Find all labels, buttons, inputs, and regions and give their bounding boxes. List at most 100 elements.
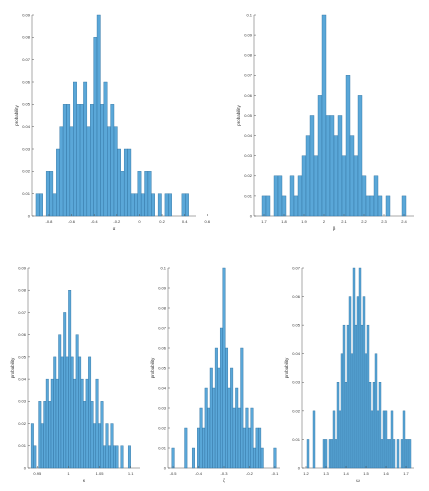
histogram-bar bbox=[337, 115, 343, 217]
histogram-bar bbox=[336, 382, 340, 469]
y-tick-label: 0.02 bbox=[22, 169, 31, 174]
histogram-bar bbox=[75, 334, 79, 469]
y-tick-label: 0.01 bbox=[18, 443, 27, 448]
y-tick-label: 0.05 bbox=[22, 102, 31, 107]
y-axis-label: probability bbox=[14, 104, 19, 125]
y-tick-label: 0.04 bbox=[18, 377, 27, 382]
histogram-bar bbox=[164, 193, 169, 217]
x-tick-label: 1.7 bbox=[261, 219, 267, 224]
histogram-bar bbox=[345, 75, 351, 217]
histogram-bar bbox=[117, 148, 121, 217]
y-tick-label: 0.03 bbox=[18, 399, 27, 404]
histogram-bar bbox=[76, 104, 81, 217]
histogram-bar bbox=[357, 95, 363, 217]
histogram-bar bbox=[333, 135, 339, 217]
histogram-bar bbox=[181, 193, 186, 217]
x-axis-label: α bbox=[113, 226, 116, 231]
histogram-bar bbox=[45, 378, 49, 469]
histogram-bar bbox=[100, 104, 105, 217]
histogram-bar bbox=[265, 195, 271, 217]
histogram-bar bbox=[73, 378, 77, 469]
histogram-bar bbox=[202, 427, 206, 469]
histogram-bar bbox=[325, 115, 331, 217]
y-tick-label: 0.09 bbox=[18, 265, 27, 270]
histogram-bar bbox=[354, 324, 358, 469]
y-tick-label: 0.02 bbox=[158, 425, 167, 430]
histogram-bar bbox=[127, 445, 131, 469]
x-tick-label: 1.4 bbox=[343, 471, 349, 476]
histogram-bar bbox=[70, 356, 74, 469]
y-tick-label: 0.02 bbox=[292, 408, 301, 413]
y-tick-label: 0.04 bbox=[292, 351, 301, 356]
y-tick-label: 0.06 bbox=[158, 345, 167, 350]
x-axis-label: β bbox=[333, 226, 336, 231]
y-tick-label: 0.03 bbox=[292, 380, 301, 385]
x-tick-label: 0.4 bbox=[182, 219, 188, 224]
histogram-bar bbox=[134, 193, 138, 217]
histogram-bar bbox=[281, 195, 287, 217]
histogram-bar bbox=[48, 401, 52, 469]
histogram-bar bbox=[73, 81, 77, 217]
histogram-bar bbox=[230, 367, 234, 469]
y-tick-label: 0.01 bbox=[244, 193, 253, 198]
histogram-bar bbox=[261, 195, 267, 217]
histogram-bar bbox=[222, 267, 226, 469]
histogram-bar bbox=[401, 195, 407, 217]
histogram-bar bbox=[38, 401, 42, 469]
x-tick-label: -0.2 bbox=[113, 219, 121, 224]
histogram-bar bbox=[346, 324, 350, 469]
histogram-bar bbox=[103, 445, 106, 469]
x-tick-label: -0.8 bbox=[46, 219, 54, 224]
y-tick-label: 0.07 bbox=[158, 325, 167, 330]
histogram-bar bbox=[140, 193, 145, 217]
histogram-bar bbox=[197, 427, 201, 469]
histogram-bar bbox=[184, 427, 188, 469]
y-tick-label: 0.03 bbox=[244, 153, 253, 158]
histogram-bar bbox=[56, 148, 60, 217]
histogram-bar bbox=[253, 447, 257, 469]
histogram-bar bbox=[384, 410, 388, 469]
histogram-bar bbox=[127, 148, 132, 217]
chart-4: 0 0.01 0.02 0.03 0.04 0.05 0.06 0.07 0.08 0.09 0.1… bbox=[150, 265, 280, 483]
x-tick-label: 0.95 bbox=[33, 471, 42, 476]
histogram-bar bbox=[68, 290, 72, 469]
histogram-bar bbox=[110, 104, 115, 217]
histogram-bar bbox=[66, 104, 71, 217]
histogram-bar bbox=[360, 324, 364, 469]
y-tick-label: 0 bbox=[164, 465, 167, 470]
histogram-bar bbox=[62, 104, 67, 217]
histogram-bar bbox=[404, 439, 408, 469]
y-tick-label: 0.09 bbox=[158, 285, 167, 290]
histogram-bar bbox=[377, 195, 383, 217]
histogram-bar bbox=[242, 427, 246, 469]
histogram-bar bbox=[88, 356, 92, 469]
x-tick-label: -0.1 bbox=[271, 471, 279, 476]
x-tick-label: 0.6 bbox=[205, 219, 211, 224]
histogram-bar bbox=[86, 126, 91, 217]
histogram-bar bbox=[273, 175, 279, 217]
histogram-bar bbox=[80, 378, 84, 469]
chart-5: 0 0.01 0.02 0.03 0.04 0.05 0.06 0.07 1.2 1.3 1.4 1.… bbox=[284, 265, 414, 483]
histogram-bar bbox=[402, 410, 406, 469]
y-tick-label: 0.04 bbox=[22, 124, 31, 129]
histogram-bar bbox=[151, 193, 155, 217]
histogram-bar bbox=[376, 410, 380, 469]
histogram-bar bbox=[378, 382, 382, 469]
y-axis-label: probability bbox=[236, 104, 241, 125]
histogram-bar bbox=[400, 439, 404, 469]
histogram-bar bbox=[255, 427, 259, 469]
y-tick-label: 0.06 bbox=[244, 93, 253, 98]
histogram-bar bbox=[328, 439, 332, 469]
histogram-bar bbox=[212, 387, 216, 469]
y-tick-label: 0.02 bbox=[18, 421, 27, 426]
histogram-bar bbox=[301, 155, 307, 217]
histogram-bar bbox=[108, 445, 111, 469]
y-tick-label: 0.06 bbox=[22, 79, 31, 84]
y-tick-label: 0.03 bbox=[158, 405, 167, 410]
histogram-bar bbox=[235, 387, 239, 469]
x-tick-label: 0.2 bbox=[159, 219, 165, 224]
histogram-bar bbox=[191, 447, 195, 469]
x-tick-label: -0.5 bbox=[170, 471, 178, 476]
x-tick-label: -0.4 bbox=[91, 219, 99, 224]
x-tick-label: -0.6 bbox=[68, 219, 76, 224]
